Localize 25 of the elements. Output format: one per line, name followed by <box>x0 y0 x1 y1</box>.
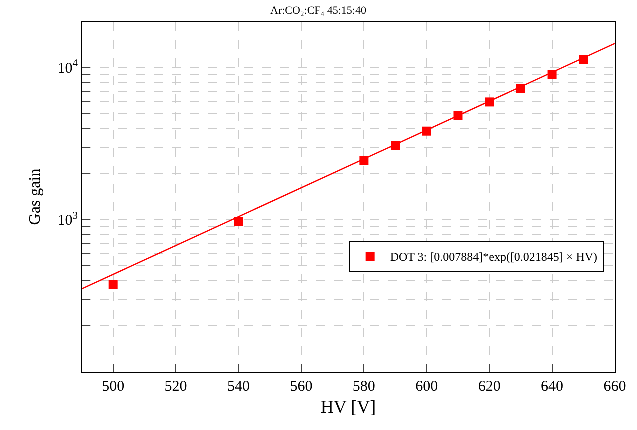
point <box>548 70 557 80</box>
x-tick-label: 560 <box>290 379 313 395</box>
point <box>485 98 494 107</box>
y-tick-label: 10$^{3}$ <box>58 210 78 230</box>
point <box>579 55 588 64</box>
x-tick-label: 640 <box>541 379 564 395</box>
point <box>360 156 369 166</box>
x-tick-label: 540 <box>228 379 250 395</box>
x-tick-label: 660 <box>604 379 626 395</box>
y-tick-label: 10$^{4}$ <box>58 58 79 78</box>
x-tick-label: 580 <box>352 379 376 395</box>
point <box>516 84 526 94</box>
x-tick-label: 520 <box>164 379 188 395</box>
x-tick-label: 600 <box>416 379 438 395</box>
legend-label: DOT 3: [0.007884]*exp([0.021845] × HV) <box>390 250 598 264</box>
x-axis-title: HV [V] <box>320 397 376 418</box>
x-tick-label: 500 <box>102 379 125 395</box>
point <box>234 217 244 226</box>
chart-title: Ar:CO₂:CF₄ 45:15:40 <box>270 5 367 18</box>
point <box>454 112 463 120</box>
y-axis-title: Gas gain <box>27 168 44 226</box>
x-tick-label: 620 <box>478 379 501 395</box>
point <box>422 126 432 136</box>
point <box>108 280 118 290</box>
point <box>391 141 400 150</box>
